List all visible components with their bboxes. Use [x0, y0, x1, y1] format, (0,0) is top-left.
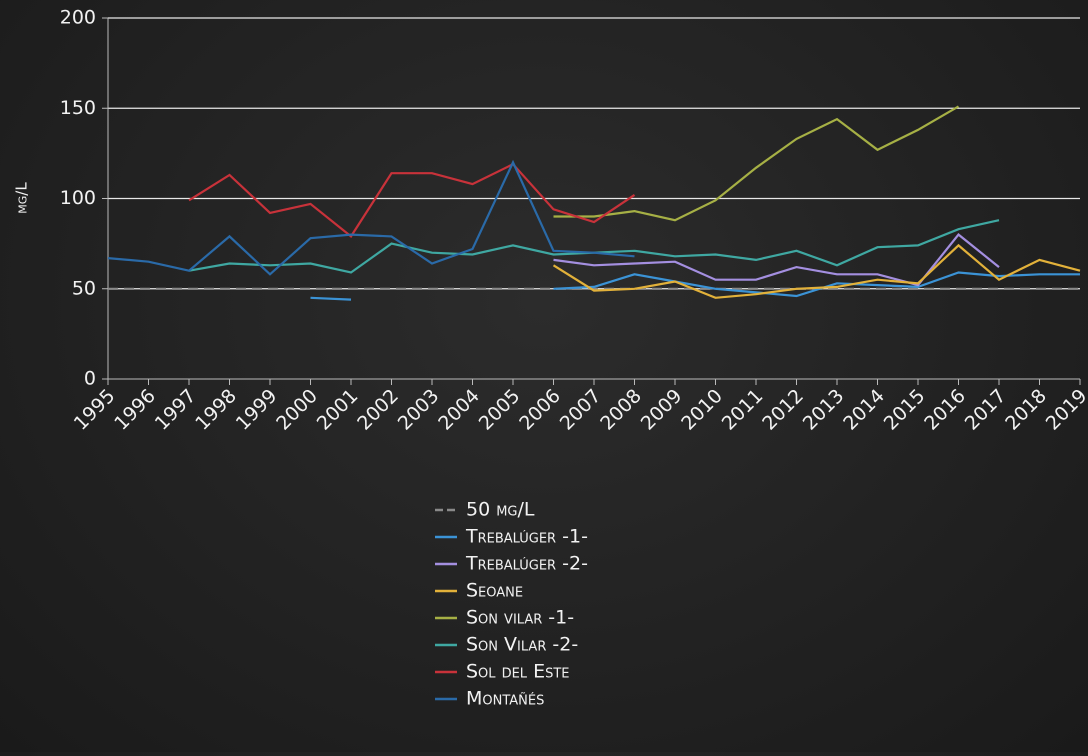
x-tick-label: 2014	[839, 385, 889, 435]
x-tick-label: 2018	[1001, 385, 1051, 435]
y-tick-label: 0	[84, 368, 96, 390]
series-line	[553, 271, 1080, 298]
series-line	[188, 162, 636, 239]
x-tick-label: 2010	[677, 385, 727, 435]
legend-label: Trebalúger -2-	[465, 553, 588, 575]
series-line	[553, 105, 960, 222]
legend-label: Trebalúger -1-	[465, 526, 588, 548]
x-tick-label: 2016	[920, 385, 970, 435]
y-tick-label: 200	[60, 7, 96, 29]
x-tick-label: 2017	[961, 385, 1011, 435]
x-tick-label: 2004	[434, 385, 484, 435]
x-tick-label: 1995	[70, 385, 120, 435]
x-tick-label: 2013	[799, 385, 849, 435]
legend-label: Sol del Este	[466, 661, 570, 683]
series-line	[553, 233, 1000, 287]
x-tick-label: 1997	[151, 385, 201, 435]
x-tick-label: 2002	[353, 385, 403, 435]
x-tick-label: 1998	[191, 385, 241, 435]
x-tick-label: 2008	[596, 385, 646, 435]
x-tick-label: 2006	[515, 385, 565, 435]
x-tick-label: 2000	[272, 385, 322, 435]
y-tick-label: 100	[60, 187, 96, 209]
x-tick-label: 2009	[637, 385, 687, 435]
x-tick-label: 2011	[718, 385, 768, 435]
y-axis-label: mg/L	[13, 182, 31, 214]
legend-label: Montañés	[466, 688, 544, 710]
series-line	[552, 243, 1081, 299]
x-tick-label: 2012	[758, 385, 808, 435]
x-tick-label: 1999	[232, 385, 282, 435]
legend-label: Son Vilar -2-	[466, 634, 578, 656]
legend-label: Seoane	[466, 580, 523, 602]
x-tick-label: 2015	[880, 385, 930, 435]
y-tick-label: 150	[60, 97, 96, 119]
x-tick-label: 1996	[110, 385, 160, 435]
series-line	[107, 159, 635, 276]
legend-label: Son vilar -1-	[466, 607, 574, 629]
x-tick-label: 2019	[1042, 385, 1088, 435]
y-tick-label: 50	[72, 277, 96, 299]
x-tick-label: 2001	[313, 385, 363, 435]
x-tick-label: 2003	[394, 385, 444, 435]
series-line	[310, 296, 352, 301]
x-tick-label: 2007	[556, 385, 606, 435]
legend-label: 50 mg/L	[466, 499, 535, 521]
x-tick-label: 2005	[475, 385, 525, 435]
